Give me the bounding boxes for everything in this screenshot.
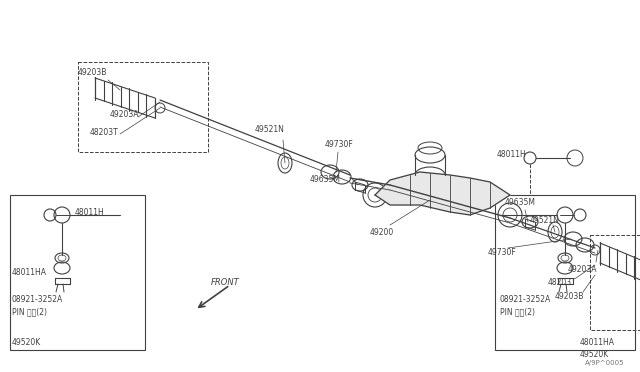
Text: 49203A: 49203A bbox=[110, 110, 140, 119]
Bar bbox=[590, 235, 640, 330]
Text: 48011H: 48011H bbox=[75, 208, 105, 217]
Text: 48203T: 48203T bbox=[90, 128, 119, 137]
Text: A/9P^0005: A/9P^0005 bbox=[585, 360, 625, 366]
Bar bbox=[495, 195, 635, 350]
Text: 49520K: 49520K bbox=[12, 338, 41, 347]
Bar bbox=[10, 195, 145, 350]
Text: 49521N: 49521N bbox=[530, 216, 560, 225]
Text: PIN ビン(2): PIN ビン(2) bbox=[500, 307, 535, 316]
Text: 48011H: 48011H bbox=[497, 150, 527, 159]
Text: 49520K: 49520K bbox=[580, 350, 609, 359]
Text: 49203B: 49203B bbox=[78, 68, 108, 77]
Text: 49635M: 49635M bbox=[310, 175, 341, 184]
Text: PIN ビン(2): PIN ビン(2) bbox=[12, 307, 47, 316]
Text: 49203A: 49203A bbox=[568, 265, 598, 274]
Bar bbox=[78, 62, 208, 152]
Text: 49730F: 49730F bbox=[488, 248, 516, 257]
Text: 08921-3252A: 08921-3252A bbox=[12, 295, 63, 304]
Text: 48011HA: 48011HA bbox=[580, 338, 615, 347]
Text: 49635M: 49635M bbox=[505, 198, 536, 207]
Polygon shape bbox=[375, 172, 510, 215]
Text: FRONT: FRONT bbox=[211, 278, 239, 287]
Text: 49200: 49200 bbox=[370, 228, 394, 237]
Text: 48011HA: 48011HA bbox=[12, 268, 47, 277]
Text: 49203B: 49203B bbox=[555, 292, 584, 301]
Text: 48203T: 48203T bbox=[548, 278, 577, 287]
Text: 49730F: 49730F bbox=[325, 140, 354, 149]
Text: 08921-3252A: 08921-3252A bbox=[500, 295, 551, 304]
Text: 49521N: 49521N bbox=[255, 125, 285, 134]
